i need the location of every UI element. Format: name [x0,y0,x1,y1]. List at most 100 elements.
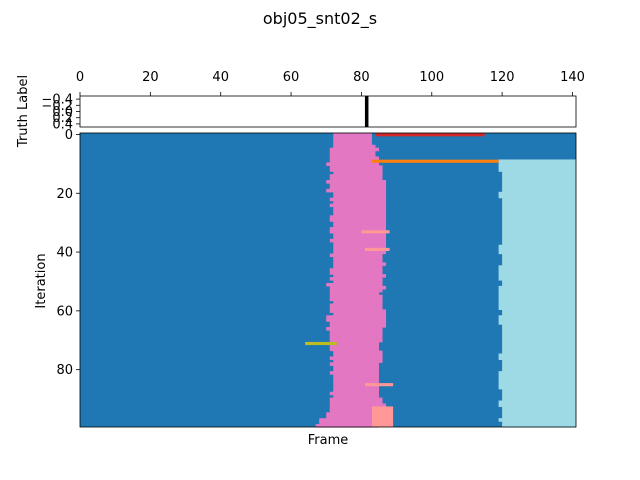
cyan-cell [502,235,576,240]
pink-cell [326,327,383,331]
cyan-cell [502,230,576,234]
x-axis-label: Frame [308,433,349,448]
iteration-panel: 0 20 40 60 80 Frame Iteration [34,128,577,448]
cyan-cell [498,374,576,378]
pink-cell [326,318,387,322]
cyan-cell [498,277,576,281]
pink-cell [329,335,383,340]
pink-cell [329,197,387,202]
cyan-cell [502,206,576,211]
pink-cell [333,368,380,372]
iteration-y-tick-label: 40 [56,246,73,261]
cyan-cell [498,356,576,360]
pink-cell [329,268,383,272]
cyan-cell [502,391,576,396]
cyan-cell [502,335,576,340]
pink-cell [333,212,387,216]
pink-cell [329,271,383,275]
cyan-cell [498,247,576,252]
pink-cell [329,329,383,334]
pink-cell [333,171,383,175]
pink-cell [333,265,383,269]
pink-cell [333,133,372,137]
pink-cell [333,241,387,246]
pink-cell [333,235,387,240]
cyan-cell [498,418,576,422]
truth-x-tick-label: 60 [283,70,300,85]
cyan-cell [502,424,576,428]
cyan-cell [502,212,576,216]
cyan-cell [502,177,576,181]
pink-cell [326,180,387,184]
cyan-cell [498,165,576,169]
cyan-cell [502,241,576,246]
cyan-cell [502,203,576,208]
pink-cell [329,230,387,234]
cyan-cell [498,321,576,325]
truth-y-tick-label: −0.2 [41,99,73,114]
pink-cell [333,256,383,261]
red-segment [375,133,485,137]
pink-cell [333,194,387,199]
pink-cell [333,312,387,316]
cyan-cell [498,303,576,308]
pink-cell [329,400,383,405]
pink-cell [329,168,383,172]
cyan-cell [498,268,576,272]
pink-cell [333,359,383,363]
iteration-y-ticks: 0 20 40 60 80 [56,128,80,378]
pink-cell [333,353,383,358]
pink-cell [333,191,387,196]
cyan-cell [502,359,576,363]
pink-cell [329,253,383,258]
truth-x-tick-label: 100 [419,70,444,85]
cyan-cell [502,344,576,349]
pink-cell [329,182,387,187]
cyan-cell [502,368,576,372]
cyan-cell [502,232,576,237]
truth-x-tick-label: 140 [560,70,585,85]
pink-cell [333,144,376,149]
pink-cell [329,203,387,208]
salmon-segment [364,247,390,251]
pink-cell [329,371,380,375]
truth-panel-background [80,96,576,127]
pink-cell [329,177,383,181]
pink-cell [329,277,383,281]
pink-cell [333,341,380,346]
truth-panel: 0 20 40 60 80 100 120 140 −0.4−0.20.00.20.4 Tru… [16,70,585,148]
cyan-cell [498,244,576,249]
pink-cell [333,221,387,225]
truth-x-tick-label: 120 [490,70,515,85]
pink-cell [333,350,383,355]
cyan-cell [502,324,576,328]
cyan-cell [502,409,576,413]
cyan-cell [502,209,576,213]
cyan-cell [502,185,576,190]
cyan-cell [502,259,576,263]
pink-cell [329,156,380,161]
cyan-cell [502,329,576,334]
pink-cell [333,394,380,399]
pink-cell [329,238,387,243]
cyan-cell [502,200,576,205]
truth-y-tick-label: 0.2 [52,111,73,126]
cyan-cell [502,421,576,425]
cyan-cell [502,197,576,202]
cyan-cell [502,227,576,231]
pink-cell [326,282,383,287]
pink-cell [329,403,387,408]
pink-cell [329,303,383,308]
pink-cell [333,200,387,205]
cyan-cell [502,347,576,352]
cyan-cell [502,350,576,355]
iteration-y-tick-label: 80 [56,363,73,378]
cyan-cell [502,262,576,266]
pink-cell [333,206,387,211]
cyan-cell [502,218,576,222]
cyan-cell [502,171,576,175]
pink-cell [329,324,387,328]
pink-cell [329,285,387,290]
cyan-cell [502,180,576,184]
cyan-cell [502,412,576,416]
